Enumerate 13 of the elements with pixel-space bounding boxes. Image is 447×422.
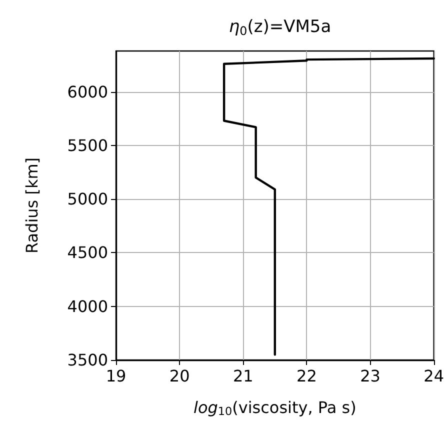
y-tick-label: 3500	[67, 350, 108, 370]
x-tick-label: 23	[360, 366, 380, 386]
x-tick-label: 21	[232, 366, 254, 386]
y-axis-title: Radius [km]	[22, 157, 42, 254]
x-tick-label: 20	[169, 366, 190, 386]
y-tick-label: 4500	[67, 243, 108, 262]
y-tick-label: 6000	[67, 82, 108, 102]
y-tick-label: 4000	[67, 296, 108, 316]
y-tick-label: 5500	[67, 136, 108, 155]
x-tick-label: 22	[296, 366, 317, 386]
y-tick-label: 5000	[67, 190, 108, 209]
x-tick-label: 24	[424, 366, 444, 386]
x-tick-label: 19	[106, 366, 126, 386]
